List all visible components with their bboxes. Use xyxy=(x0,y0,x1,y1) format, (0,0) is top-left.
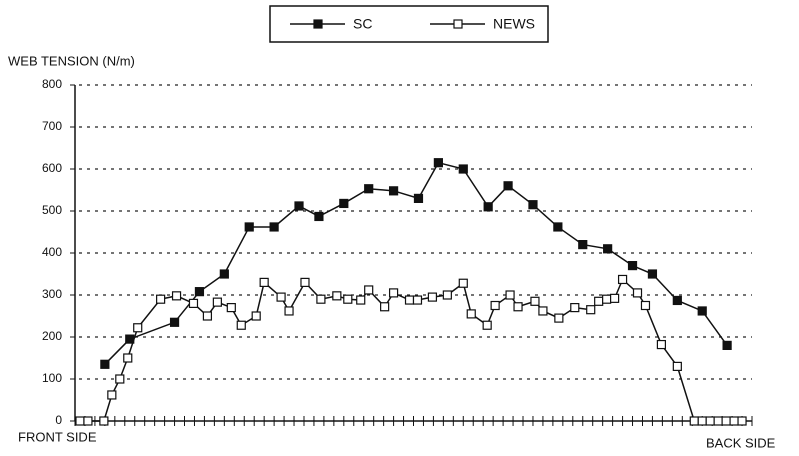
marker xyxy=(538,306,548,316)
marker xyxy=(433,158,443,168)
marker xyxy=(656,339,667,350)
y-tick-label: 300 xyxy=(42,287,62,301)
marker xyxy=(729,416,739,426)
marker xyxy=(364,184,374,194)
marker xyxy=(294,201,304,211)
marker xyxy=(356,295,366,305)
marker xyxy=(404,295,415,305)
marker xyxy=(412,295,423,305)
marker xyxy=(380,302,390,312)
marker xyxy=(107,390,117,400)
marker xyxy=(388,186,399,196)
marker xyxy=(458,164,468,174)
marker xyxy=(617,274,628,285)
marker xyxy=(339,198,349,209)
marker xyxy=(466,309,476,319)
marker xyxy=(672,361,682,371)
marker xyxy=(530,296,540,306)
marker xyxy=(647,269,658,279)
legend-label: SC xyxy=(353,16,372,32)
marker xyxy=(594,296,604,306)
marker xyxy=(689,416,699,426)
legend-marker xyxy=(453,19,463,29)
marker xyxy=(713,416,723,426)
marker xyxy=(553,222,563,232)
marker xyxy=(528,200,538,210)
marker xyxy=(503,181,513,191)
marker xyxy=(75,416,85,426)
marker xyxy=(697,416,707,426)
marker xyxy=(269,222,279,232)
marker xyxy=(672,295,682,306)
y-tick-label: 500 xyxy=(42,203,62,217)
marker xyxy=(343,294,353,304)
marker xyxy=(251,311,261,321)
y-tick-label: 800 xyxy=(42,77,62,91)
marker xyxy=(133,323,143,333)
marker xyxy=(602,294,612,304)
y-axis-label: WEB TENSION (N/m) xyxy=(8,53,135,68)
marker xyxy=(603,244,613,254)
marker xyxy=(482,320,492,330)
marker xyxy=(100,359,110,369)
marker xyxy=(586,305,596,315)
marker xyxy=(169,317,180,327)
marker xyxy=(259,277,269,287)
marker xyxy=(721,416,731,426)
marker xyxy=(458,278,468,288)
marker xyxy=(300,277,310,287)
marker xyxy=(171,291,182,301)
x-start-label: FRONT SIDE xyxy=(18,429,97,444)
marker xyxy=(332,291,342,301)
marker xyxy=(413,193,424,203)
marker xyxy=(705,416,715,426)
marker xyxy=(578,240,588,250)
y-tick-label: 600 xyxy=(42,161,62,175)
marker xyxy=(99,416,109,426)
marker xyxy=(388,288,399,298)
y-tick-label: 0 xyxy=(55,413,62,427)
marker xyxy=(316,294,326,304)
marker xyxy=(83,416,93,426)
marker xyxy=(490,300,500,311)
x-end-label: BACK SIDE xyxy=(706,435,776,450)
y-tick-label: 100 xyxy=(42,371,62,385)
marker xyxy=(697,306,707,316)
marker xyxy=(219,269,229,279)
marker xyxy=(194,287,205,297)
marker xyxy=(156,294,166,304)
marker xyxy=(364,285,374,295)
marker xyxy=(226,303,236,313)
marker xyxy=(115,374,125,384)
legend-marker xyxy=(313,19,323,29)
legend-label: NEWS xyxy=(493,16,535,32)
marker xyxy=(627,261,638,271)
marker xyxy=(570,303,580,313)
marker xyxy=(212,297,222,307)
y-tick-label: 400 xyxy=(42,245,62,259)
marker xyxy=(442,290,452,300)
marker xyxy=(284,306,294,316)
marker xyxy=(483,202,493,212)
marker xyxy=(244,222,254,232)
marker xyxy=(276,292,286,302)
y-tick-label: 700 xyxy=(42,119,62,133)
marker xyxy=(188,298,199,308)
marker xyxy=(610,293,620,303)
marker xyxy=(236,320,246,330)
marker xyxy=(123,353,133,363)
marker xyxy=(632,288,643,298)
marker xyxy=(427,292,438,302)
y-tick-label: 200 xyxy=(42,329,62,343)
marker xyxy=(554,313,564,323)
marker xyxy=(202,311,213,321)
marker xyxy=(505,290,515,300)
marker xyxy=(722,340,732,350)
marker xyxy=(314,211,324,222)
marker xyxy=(737,416,747,426)
marker xyxy=(640,300,651,311)
marker xyxy=(513,302,523,312)
